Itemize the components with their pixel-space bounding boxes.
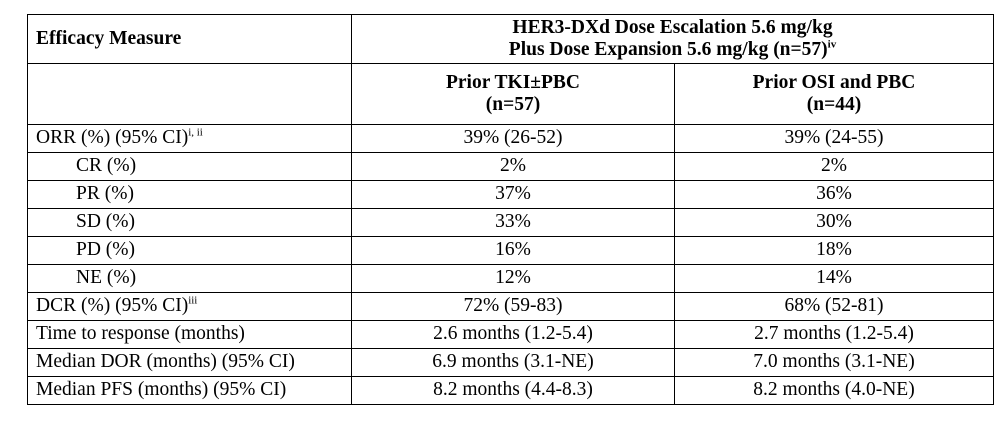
measure-cell: PR (%)	[27, 180, 352, 209]
header-col1-line2: (n=57)	[485, 94, 541, 115]
table-row: PD (%) 16% 18%	[27, 236, 994, 265]
value-prior-tki: 33%	[351, 208, 675, 237]
measure-label: ORR (%) (95% CI)	[36, 127, 189, 149]
header-group-line2: Plus Dose Expansion 5.6 mg/kg (n=57)	[508, 39, 828, 60]
header-col2-line1: Prior OSI and PBC	[752, 71, 916, 93]
header-col2-line2: (n=44)	[806, 94, 862, 115]
value-prior-tki: 2.6 months (1.2-5.4)	[351, 320, 675, 349]
measure-footnote-ref: iii	[188, 294, 198, 307]
header-group-sup: iv	[827, 38, 837, 51]
value-prior-tki: 16%	[351, 236, 675, 265]
value-prior-osi: 36%	[674, 180, 994, 209]
value-prior-osi: 30%	[674, 208, 994, 237]
table-row: NE (%) 12% 14%	[27, 264, 994, 293]
header-blank-cell	[27, 63, 352, 125]
measure-label: Median PFS (months) (95% CI)	[36, 379, 287, 401]
measure-label: CR (%)	[76, 155, 137, 177]
measure-cell: DCR (%) (95% CI)iii	[27, 292, 352, 321]
efficacy-table: Efficacy Measure HER3-DXd Dose Escalatio…	[27, 14, 994, 405]
value-prior-tki: 37%	[351, 180, 675, 209]
table-row: Median DOR (months) (95% CI) 6.9 months (…	[27, 348, 994, 377]
header-efficacy-measure: Efficacy Measure	[27, 14, 352, 64]
value-prior-osi: 14%	[674, 264, 994, 293]
measure-cell: Time to response (months)	[27, 320, 352, 349]
table-row: ORR (%) (95% CI)i, ii 39% (26-52) 39% (24-…	[27, 124, 994, 153]
value-prior-tki: 6.9 months (3.1-NE)	[351, 348, 675, 377]
measure-cell: PD (%)	[27, 236, 352, 265]
value-prior-tki: 72% (59-83)	[351, 292, 675, 321]
value-prior-tki: 8.2 months (4.4-8.3)	[351, 376, 675, 405]
header-col1-line1: Prior TKI±PBC	[445, 71, 581, 93]
value-prior-tki: 12%	[351, 264, 675, 293]
header-col-prior-tki: Prior TKI±PBC (n=57)	[351, 63, 675, 125]
measure-cell: SD (%)	[27, 208, 352, 237]
measure-cell: CR (%)	[27, 152, 352, 181]
table-row: Median PFS (months) (95% CI) 8.2 months (…	[27, 376, 994, 405]
measure-label: DCR (%) (95% CI)	[36, 295, 189, 317]
table-row: DCR (%) (95% CI)iii 72% (59-83) 68% (52-81…	[27, 292, 994, 321]
measure-label: NE (%)	[76, 267, 137, 289]
table-row: PR (%) 37% 36%	[27, 180, 994, 209]
measure-label: Time to response (months)	[36, 323, 245, 345]
value-prior-osi: 8.2 months (4.0-NE)	[674, 376, 994, 405]
header-group-line2-wrap: Plus Dose Expansion 5.6 mg/kg (n=57)iv	[360, 39, 985, 61]
value-prior-tki: 2%	[351, 152, 675, 181]
measure-cell: NE (%)	[27, 264, 352, 293]
value-prior-osi: 18%	[674, 236, 994, 265]
value-prior-osi: 2%	[674, 152, 994, 181]
table-row: Time to response (months) 2.6 months (1.2…	[27, 320, 994, 349]
header-row-group: Efficacy Measure HER3-DXd Dose Escalatio…	[27, 14, 994, 64]
measure-label: PD (%)	[76, 239, 136, 261]
header-group: HER3-DXd Dose Escalation 5.6 mg/kg Plus …	[351, 14, 994, 64]
value-prior-osi: 2.7 months (1.2-5.4)	[674, 320, 994, 349]
value-prior-osi: 39% (24-55)	[674, 124, 994, 153]
table-row: CR (%) 2% 2%	[27, 152, 994, 181]
measure-cell: Median DOR (months) (95% CI)	[27, 348, 352, 377]
measure-label: PR (%)	[76, 183, 134, 205]
measure-footnote-ref: i, ii	[188, 126, 203, 139]
value-prior-osi: 68% (52-81)	[674, 292, 994, 321]
header-group-line1: HER3-DXd Dose Escalation 5.6 mg/kg	[512, 16, 833, 38]
table-row: SD (%) 33% 30%	[27, 208, 994, 237]
header-col-prior-osi: Prior OSI and PBC (n=44)	[674, 63, 994, 125]
value-prior-osi: 7.0 months (3.1-NE)	[674, 348, 994, 377]
header-row-columns: Prior TKI±PBC (n=57) Prior OSI and PBC (…	[27, 63, 994, 125]
measure-cell: Median PFS (months) (95% CI)	[27, 376, 352, 405]
measure-label: Median DOR (months) (95% CI)	[36, 351, 295, 373]
measure-cell: ORR (%) (95% CI)i, ii	[27, 124, 352, 153]
value-prior-tki: 39% (26-52)	[351, 124, 675, 153]
measure-label: SD (%)	[76, 211, 136, 233]
